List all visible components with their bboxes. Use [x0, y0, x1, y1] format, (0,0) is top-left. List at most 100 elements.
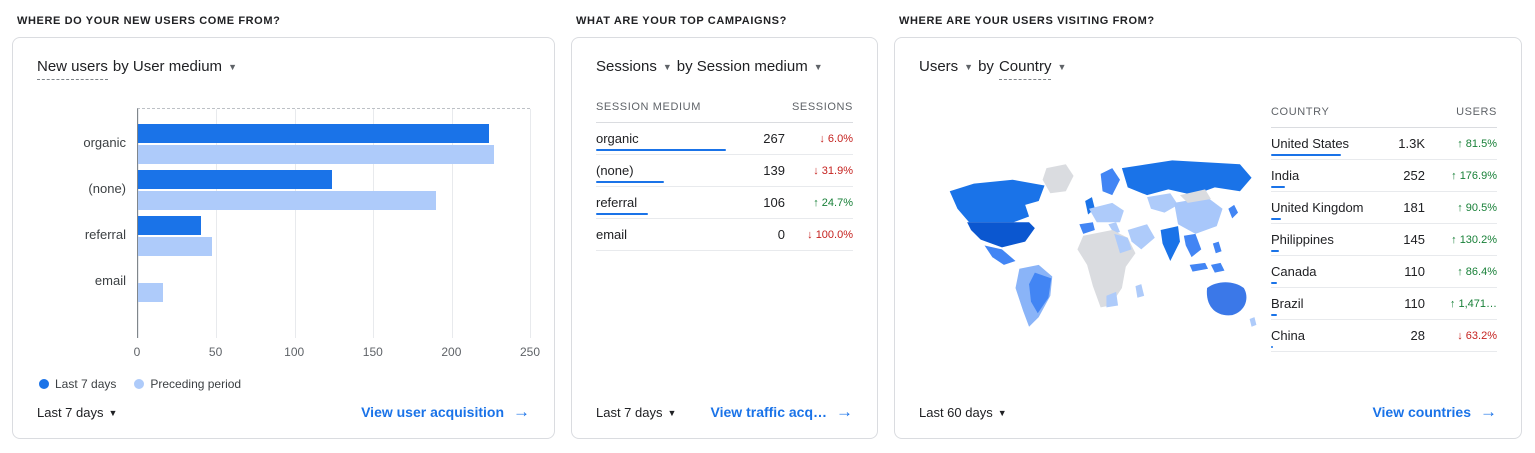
- map-region-middle-east[interactable]: [1127, 224, 1155, 250]
- table-header: SESSION MEDIUM SESSIONS: [596, 101, 853, 123]
- metric-selector[interactable]: New users: [37, 58, 108, 80]
- dimension-bar: [1271, 186, 1285, 188]
- change-percent: 1,471…: [1458, 297, 1497, 310]
- metric-value: 106: [763, 195, 785, 210]
- change-badge: ↑ 90.5%: [1425, 202, 1497, 214]
- dimension-selector[interactable]: by Session medium: [676, 58, 808, 75]
- trend-arrow-icon: ↑: [813, 196, 819, 209]
- map-region-russia[interactable]: [1121, 160, 1252, 196]
- map-region-europe[interactable]: [1089, 202, 1124, 223]
- dimension-bar: [1271, 154, 1341, 156]
- view-countries-link[interactable]: View countries →: [1372, 402, 1497, 421]
- table-row[interactable]: United Kingdom 181 ↑ 90.5%: [1271, 192, 1497, 224]
- change-badge: ↑ 81.5%: [1425, 138, 1497, 150]
- map-region-papua[interactable]: [1210, 262, 1225, 273]
- table-row[interactable]: United States 1.3K ↑ 81.5%: [1271, 128, 1497, 160]
- map-region-south-africa[interactable]: [1106, 291, 1119, 308]
- map-region-scandinavia[interactable]: [1100, 168, 1120, 196]
- map-region-japan[interactable]: [1228, 204, 1239, 219]
- countries-title: Users ▼ by Country ▼: [919, 58, 1497, 80]
- acquisition-title: New users by User medium ▼: [37, 58, 530, 80]
- table-row[interactable]: Brazil 110 ↑ 1,471…: [1271, 288, 1497, 320]
- table-row[interactable]: China 28 ↓ 63.2%: [1271, 320, 1497, 352]
- trend-arrow-icon: ↓: [807, 228, 813, 241]
- map-region-united-states[interactable]: [967, 222, 1035, 248]
- world-map[interactable]: [919, 141, 1261, 349]
- date-range-selector[interactable]: Last 7 days ▼: [596, 404, 677, 420]
- bar-preceding-period[interactable]: [138, 283, 164, 302]
- change-badge: ↓ 6.0%: [785, 133, 853, 145]
- table-row[interactable]: Canada 110 ↑ 86.4%: [1271, 256, 1497, 288]
- map-region-southeast-asia[interactable]: [1183, 233, 1202, 258]
- map-region-india[interactable]: [1160, 226, 1180, 261]
- dimension-label: organic: [596, 131, 639, 146]
- dimension-selector[interactable]: Country: [998, 58, 1052, 80]
- map-region-mexico[interactable]: [984, 245, 1016, 265]
- chevron-down-icon[interactable]: ▼: [1057, 62, 1067, 72]
- category-label: (none): [88, 181, 126, 196]
- table-row[interactable]: (none) 139 ↓ 31.9%: [596, 155, 853, 187]
- map-region-indonesia[interactable]: [1189, 262, 1209, 272]
- metric-value: 110: [1404, 296, 1425, 311]
- map-region-italy[interactable]: [1108, 222, 1120, 234]
- metric-selector[interactable]: Sessions: [596, 58, 657, 75]
- change-percent: 24.7%: [821, 196, 853, 209]
- bar-preceding-period[interactable]: [138, 237, 212, 256]
- trend-arrow-icon: ↑: [1451, 169, 1457, 182]
- x-tick-label: 50: [208, 345, 223, 359]
- table-row[interactable]: India 252 ↑ 176.9%: [1271, 160, 1497, 192]
- metric-value: 145: [1403, 232, 1425, 247]
- view-user-acquisition-link[interactable]: View user acquisition →: [361, 402, 530, 421]
- change-percent: 86.4%: [1465, 265, 1497, 278]
- map-region-canada[interactable]: [949, 179, 1045, 223]
- bar-chart-rows: [138, 109, 530, 305]
- chevron-down-icon[interactable]: ▼: [813, 62, 823, 72]
- map-region-brazil[interactable]: [1029, 272, 1052, 314]
- table-row[interactable]: referral 106 ↑ 24.7%: [596, 187, 853, 219]
- trend-arrow-icon: ↓: [813, 164, 819, 177]
- date-range-selector[interactable]: Last 7 days ▼: [37, 404, 118, 420]
- bar-current-period[interactable]: [138, 124, 490, 143]
- map-region-mongolia[interactable]: [1179, 189, 1211, 203]
- bar-preceding-period[interactable]: [138, 145, 494, 164]
- dimension-label: China: [1271, 328, 1305, 343]
- gridline: [530, 109, 531, 338]
- table-row[interactable]: organic 267 ↓ 6.0%: [596, 123, 853, 155]
- chevron-down-icon[interactable]: ▼: [662, 62, 672, 72]
- change-percent: 81.5%: [1465, 137, 1497, 150]
- by-label: by: [978, 58, 994, 75]
- date-range-selector[interactable]: Last 60 days ▼: [919, 404, 1007, 420]
- dimension-bar: [596, 149, 726, 151]
- map-region-spain[interactable]: [1079, 222, 1095, 234]
- trend-arrow-icon: ↑: [1451, 233, 1457, 246]
- map-region-philippines[interactable]: [1212, 241, 1222, 254]
- change-percent: 90.5%: [1465, 201, 1497, 214]
- table-row[interactable]: Philippines 145 ↑ 130.2%: [1271, 224, 1497, 256]
- map-region-china[interactable]: [1174, 197, 1223, 234]
- map-region-madagascar[interactable]: [1135, 284, 1145, 298]
- arrow-right-icon: →: [836, 402, 853, 421]
- map-region-central-asia[interactable]: [1147, 193, 1179, 213]
- change-percent: 31.9%: [821, 164, 853, 177]
- map-region-north-africa[interactable]: [1114, 233, 1132, 254]
- map-region-greenland[interactable]: [1042, 164, 1074, 194]
- change-badge: ↑ 176.9%: [1425, 170, 1497, 182]
- table-row[interactable]: email 0 ↓ 100.0%: [596, 219, 853, 251]
- dimension-bar: [1271, 314, 1277, 316]
- x-tick-label: 250: [519, 345, 541, 359]
- bar-current-period[interactable]: [138, 216, 201, 235]
- category-label: email: [94, 273, 126, 288]
- map-region-new-zealand[interactable]: [1249, 317, 1257, 327]
- view-traffic-acquisition-link[interactable]: View traffic acq… →: [710, 402, 853, 421]
- bar-current-period[interactable]: [138, 170, 333, 189]
- gridline: [451, 109, 453, 338]
- map-region-australia[interactable]: [1206, 282, 1247, 316]
- bar-chart-plot: [137, 108, 531, 338]
- dimension-selector[interactable]: by User medium: [112, 58, 223, 75]
- bar-preceding-period[interactable]: [138, 191, 436, 210]
- dimension-bar: [596, 213, 648, 215]
- chevron-down-icon[interactable]: ▼: [228, 62, 237, 72]
- metric-selector[interactable]: Users: [919, 58, 959, 75]
- trend-arrow-icon: ↑: [1449, 297, 1456, 310]
- chevron-down-icon[interactable]: ▼: [964, 62, 974, 72]
